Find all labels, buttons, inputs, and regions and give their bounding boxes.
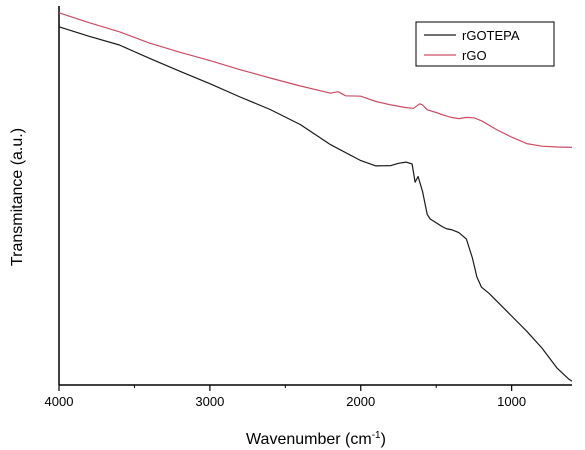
x-axis-title: Wavenumber (cm-1) — [246, 430, 386, 448]
x-tick-label: 4000 — [45, 394, 74, 409]
x-tick-label: 2000 — [346, 394, 375, 409]
series-line-rgo — [58, 12, 573, 148]
series-layer — [58, 12, 573, 382]
legend: rGOTEPA rGO — [415, 21, 555, 67]
legend-label-rgo: rGO — [462, 48, 487, 63]
x-tick-label: 3000 — [195, 394, 224, 409]
series-line-rgotepa — [58, 26, 573, 382]
x-axis-ticks: 4000 3000 2000 1000 — [45, 385, 526, 409]
legend-label-rgotepa: rGOTEPA — [462, 28, 520, 43]
x-tick-label: 1000 — [497, 394, 526, 409]
legend-box — [415, 21, 555, 67]
y-axis-title: Transmitance (a.u.) — [9, 128, 26, 266]
